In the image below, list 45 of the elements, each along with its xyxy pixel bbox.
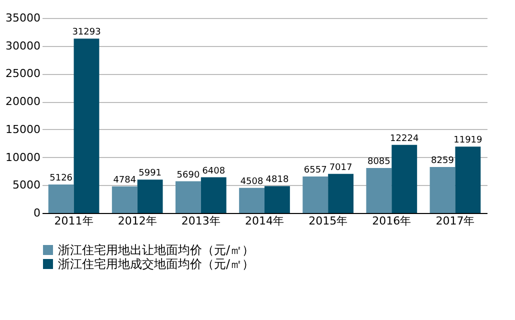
data-label: 8085 xyxy=(367,156,390,167)
bar xyxy=(176,181,201,213)
bar xyxy=(200,177,226,213)
data-label: 5126 xyxy=(50,173,73,184)
bar xyxy=(112,186,138,213)
x-tick-label: 2015年 xyxy=(308,214,348,228)
data-label: 6408 xyxy=(202,166,226,176)
bar xyxy=(430,166,456,213)
y-tick-label: 20000 xyxy=(6,95,40,108)
y-tick-label: 15000 xyxy=(6,122,40,136)
y-tick-label: 5000 xyxy=(12,178,40,192)
bar xyxy=(48,184,74,213)
bar xyxy=(74,38,100,213)
x-tick-label: 2012年 xyxy=(118,214,157,228)
x-tick-label: 2014年 xyxy=(245,214,284,228)
data-label: 4784 xyxy=(113,175,136,186)
data-label: 7017 xyxy=(329,162,352,173)
data-label: 4818 xyxy=(266,175,289,186)
bar xyxy=(392,144,418,213)
data-label: 11919 xyxy=(454,136,483,146)
bar xyxy=(328,174,354,213)
x-tick-label: 2016年 xyxy=(372,214,412,228)
y-tick-label: 30000 xyxy=(6,39,40,52)
data-label: 12224 xyxy=(390,134,419,144)
data-label: 4508 xyxy=(240,176,264,187)
bar xyxy=(239,188,264,213)
y-tick-label: 0 xyxy=(34,206,40,220)
bar xyxy=(455,146,481,213)
bar xyxy=(264,186,290,213)
data-label: 8259 xyxy=(431,156,454,166)
y-tick-label: 25000 xyxy=(6,67,40,80)
data-label: 5690 xyxy=(176,170,200,180)
y-tick-label: 35000 xyxy=(6,12,40,24)
data-label: 5991 xyxy=(138,168,162,179)
data-label: 31293 xyxy=(72,28,101,38)
data-label: 6557 xyxy=(304,165,327,176)
legend-label: 浙江住宅用地成交地面均价（元/㎡） xyxy=(58,257,254,271)
bar xyxy=(137,180,163,213)
bar xyxy=(302,176,328,213)
x-tick-label: 2013年 xyxy=(181,214,220,228)
x-tick-label: 2011年 xyxy=(54,214,94,228)
x-tick-label: 2017年 xyxy=(436,214,475,228)
y-tick-label: 10000 xyxy=(6,150,40,164)
legend-label: 浙江住宅用地出让地面均价（元/㎡） xyxy=(58,243,254,257)
bar xyxy=(366,168,392,213)
